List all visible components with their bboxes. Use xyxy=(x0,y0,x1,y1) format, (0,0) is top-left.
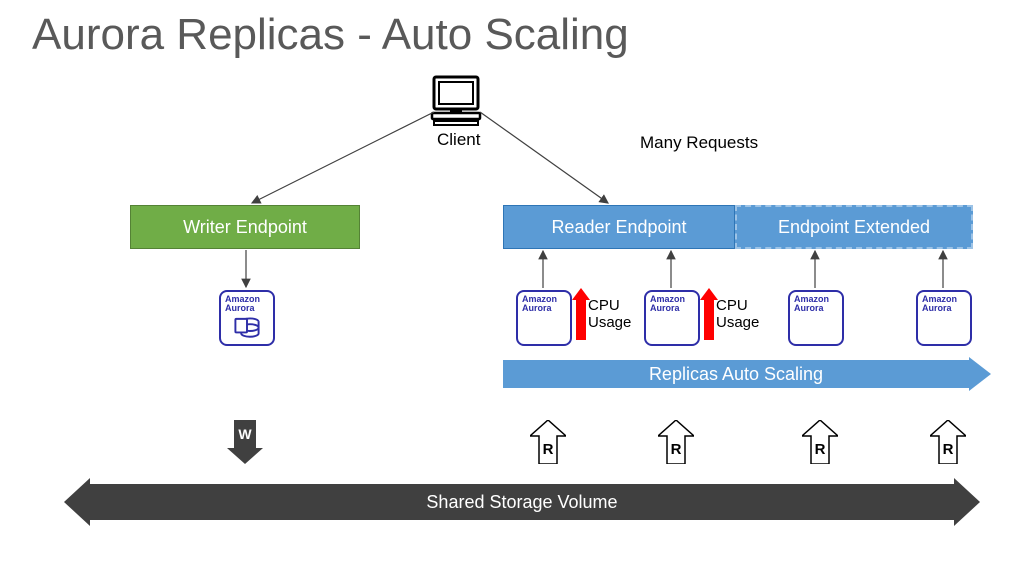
endpoint-extended-label: Endpoint Extended xyxy=(778,217,930,238)
reader-endpoint-label: Reader Endpoint xyxy=(551,217,686,238)
cpu-usage-label: CPU Usage xyxy=(716,298,759,331)
svg-text:R: R xyxy=(943,441,954,458)
read-arrow-icon: R xyxy=(802,420,838,464)
reader-endpoint-box: Reader Endpoint xyxy=(503,205,735,249)
read-arrow-icon: R xyxy=(530,420,566,464)
aurora-writer-node: Amazon Aurora xyxy=(219,290,275,346)
client-icon xyxy=(428,75,484,127)
aurora-label-line2: Aurora xyxy=(225,304,255,313)
aurora-label-line2: Aurora xyxy=(794,304,824,313)
autoscale-bar: Replicas Auto Scaling xyxy=(503,360,969,388)
r-letter: R xyxy=(543,441,554,458)
svg-text:R: R xyxy=(815,441,826,458)
writer-endpoint-box: Writer Endpoint xyxy=(130,205,360,249)
w-letter: W xyxy=(234,420,256,448)
database-icon xyxy=(233,316,261,341)
cpu-usage-label: CPU Usage xyxy=(588,298,631,331)
svg-text:R: R xyxy=(671,441,682,458)
shared-storage-bar: Shared Storage Volume xyxy=(90,484,954,520)
write-arrow-icon: W xyxy=(227,420,263,464)
cpu-usage-arrow-icon xyxy=(576,300,586,340)
aurora-label-line2: Aurora xyxy=(522,304,552,313)
many-requests-label: Many Requests xyxy=(640,133,758,153)
aurora-label-line2: Aurora xyxy=(650,304,680,313)
aurora-reader-node: Amazon Aurora xyxy=(788,290,844,346)
autoscale-label: Replicas Auto Scaling xyxy=(649,364,823,385)
read-arrow-icon: R xyxy=(658,420,694,464)
aurora-label-line2: Aurora xyxy=(922,304,952,313)
aurora-reader-node: Amazon Aurora xyxy=(644,290,700,346)
writer-endpoint-label: Writer Endpoint xyxy=(183,217,307,238)
page-title: Aurora Replicas - Auto Scaling xyxy=(32,10,629,60)
client-label: Client xyxy=(437,130,480,150)
read-arrow-icon: R xyxy=(930,420,966,464)
endpoint-extended-box: Endpoint Extended xyxy=(735,205,973,249)
cpu-usage-arrow-icon xyxy=(704,300,714,340)
diagram-stage: Aurora Replicas - Auto Scaling Client Ma… xyxy=(0,0,1016,569)
aurora-reader-node: Amazon Aurora xyxy=(916,290,972,346)
shared-storage-label: Shared Storage Volume xyxy=(426,492,617,513)
aurora-reader-node: Amazon Aurora xyxy=(516,290,572,346)
